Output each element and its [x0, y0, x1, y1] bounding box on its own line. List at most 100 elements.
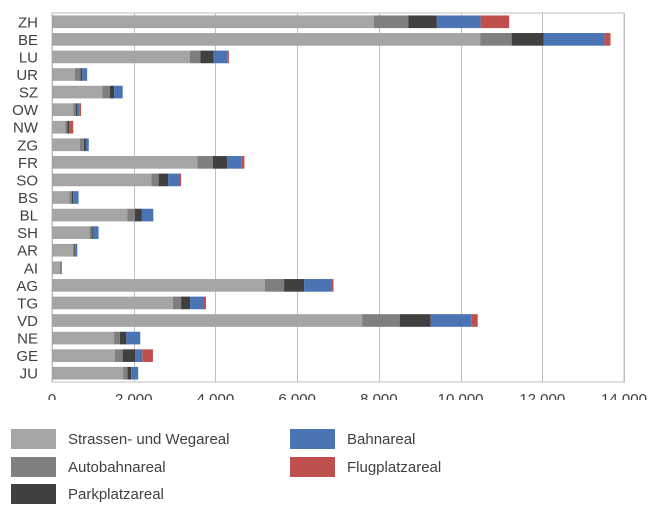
bar-segment: [227, 156, 241, 169]
bar-segment: [123, 349, 136, 362]
bar-segment: [362, 314, 400, 327]
bar-segment: [200, 51, 213, 64]
bar-segment: [73, 244, 75, 257]
bar-segment: [52, 156, 197, 169]
bar-segment: [52, 209, 127, 222]
bar-segment: [190, 51, 201, 64]
legend-label-flugplatzareal: Flugplatzareal: [347, 459, 441, 476]
y-tick-label: BS: [18, 190, 38, 207]
y-tick-label: GE: [16, 348, 38, 365]
bar-segment: [151, 174, 158, 187]
bar-segment: [408, 15, 437, 28]
bar-segment: [52, 332, 114, 345]
bar-segment: [86, 138, 89, 151]
bar-segment: [197, 156, 213, 169]
x-tick-label: 8 000: [360, 391, 398, 400]
bar-segment: [284, 279, 304, 292]
bar-segment: [52, 86, 102, 99]
bar-segment: [114, 86, 123, 99]
bar-segment: [437, 15, 481, 28]
y-tick-label: LU: [19, 49, 38, 66]
bar-segment: [70, 121, 73, 134]
legend-item-autobahnareal: Autobahnareal: [11, 454, 166, 480]
legend-item-parkplatzareal: Parkplatzareal: [11, 481, 164, 507]
bar-segment: [115, 349, 123, 362]
y-tick-label: SH: [17, 225, 38, 242]
legend: Strassen- und Wegareal Bahnareal Autobah…: [0, 418, 654, 501]
legend-label-parkplatzareal: Parkplatzareal: [68, 486, 164, 503]
bar-segment: [52, 226, 90, 239]
bar-segment: [400, 314, 431, 327]
bar-segment: [74, 244, 75, 257]
y-tick-label: TG: [17, 295, 38, 312]
bar-segment: [481, 15, 510, 28]
bar-segment: [142, 209, 153, 222]
bar-segment: [241, 156, 244, 169]
bar-segment: [512, 33, 544, 46]
x-tick-label: 10 000: [438, 391, 484, 400]
bar-segment: [52, 244, 73, 257]
bar-segment: [181, 297, 190, 310]
x-tick-label: 14 000: [601, 391, 647, 400]
y-tick-label: AI: [24, 260, 38, 277]
bar-segment: [431, 314, 471, 327]
bar-segment: [52, 297, 173, 310]
legend-label-bahnareal: Bahnareal: [347, 431, 415, 448]
bar-segment: [190, 297, 204, 310]
bar-segment: [304, 279, 331, 292]
bar-segment: [480, 33, 511, 46]
bar-segment: [131, 367, 138, 380]
bar-segment: [135, 349, 142, 362]
bar-segment: [265, 279, 284, 292]
x-tick-label: 0: [48, 391, 56, 400]
bar-segment: [52, 367, 123, 380]
y-tick-label: SZ: [19, 85, 38, 102]
bar-segment: [52, 279, 265, 292]
legend-label-strassen: Strassen- und Wegareal: [68, 431, 229, 448]
bar-segment: [227, 51, 229, 64]
bar-segment: [52, 349, 115, 362]
y-tick-label: UR: [16, 67, 38, 84]
bar-segment: [52, 314, 362, 327]
bar-segment: [72, 191, 73, 204]
legend-swatch-autobahnareal: [11, 457, 56, 477]
bar-segment: [76, 103, 78, 116]
bar-segment: [214, 51, 227, 64]
bar-segment: [213, 156, 227, 169]
bar-segment: [73, 103, 75, 116]
y-tick-label: AG: [16, 278, 38, 295]
bar-segment: [168, 174, 179, 187]
legend-item-flugplatzareal: Flugplatzareal: [290, 454, 441, 480]
bar-segment: [93, 226, 99, 239]
y-tick-label: OW: [12, 102, 39, 119]
y-tick-label: ZG: [17, 137, 38, 154]
x-tick-label: 2 000: [115, 391, 153, 400]
y-tick-label: SO: [16, 172, 38, 189]
legend-label-autobahnareal: Autobahnareal: [68, 459, 166, 476]
legend-item-strassen: Strassen- und Wegareal: [11, 426, 229, 452]
bar-segment: [61, 261, 62, 274]
bar-segment: [75, 68, 81, 81]
bar-segment: [114, 332, 120, 345]
y-tick-label: FR: [18, 155, 38, 172]
y-tick-label: BE: [18, 32, 38, 49]
bar-segment: [69, 121, 70, 134]
bar-segment: [52, 103, 73, 116]
y-tick-label: NW: [13, 120, 39, 137]
bar-segment: [120, 332, 127, 345]
bar-segment: [52, 51, 190, 64]
bar-segment: [68, 121, 70, 134]
bar-segment: [52, 191, 70, 204]
bar-segment: [173, 297, 181, 310]
bar-segment: [75, 244, 77, 257]
bar-segment: [52, 121, 65, 134]
y-tick-label: NE: [17, 331, 38, 348]
bar-segment: [73, 191, 78, 204]
legend-swatch-bahnareal: [290, 429, 335, 449]
bar-segment: [331, 279, 333, 292]
bar-segment: [471, 314, 478, 327]
bar-segment: [70, 191, 72, 204]
